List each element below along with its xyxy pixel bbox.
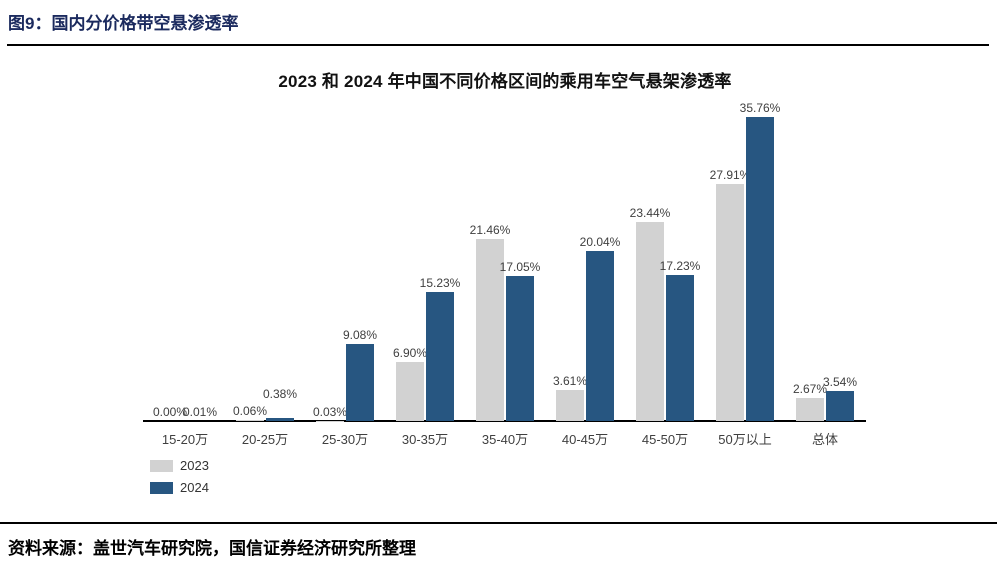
legend-item-2023: 2023 (150, 457, 209, 473)
legend-label: 2023 (180, 458, 209, 474)
source-note: 资料来源：盖世汽车研究院，国信证券经济研究所整理 (8, 539, 416, 558)
data-label: 9.08% (342, 327, 378, 342)
bar-2024 (266, 417, 294, 421)
data-label: 2.67% (792, 382, 828, 397)
bar-2023 (716, 183, 744, 421)
data-label: 0.01% (182, 404, 218, 419)
data-label: 0.00% (152, 405, 188, 419)
x-tick-label: 15-20万 (161, 432, 209, 447)
data-label: 17.05% (499, 260, 541, 275)
bar-2024 (426, 291, 454, 421)
x-axis-line (143, 420, 866, 422)
bar-2023 (556, 390, 584, 421)
data-label: 20.04% (579, 234, 621, 249)
x-tick-label: 25-30万 (321, 432, 369, 447)
header-divider (7, 44, 989, 46)
x-tick-label: 20-25万 (241, 432, 289, 447)
data-label: 21.46% (469, 222, 511, 237)
x-tick-label: 30-35万 (401, 432, 449, 447)
data-label: 17.23% (659, 258, 701, 273)
bar-2024 (506, 276, 534, 421)
data-label: 15.23% (419, 275, 461, 290)
legend-swatch-2024 (150, 481, 173, 494)
data-label: 35.76% (739, 101, 781, 116)
x-tick-label: 总体 (811, 432, 838, 447)
bar-2023 (236, 420, 264, 421)
data-label: 0.06% (232, 404, 268, 419)
data-label: 0.38% (262, 386, 298, 401)
chart-title: 2023 和 2024 年中国不同价格区间的乘用车空气悬架渗透率 (278, 72, 732, 91)
x-tick-label: 35-40万 (481, 432, 529, 447)
bar-2023 (796, 398, 824, 421)
bar-2024 (586, 250, 614, 421)
x-tick-label: 40-45万 (561, 432, 609, 447)
bar-2023 (396, 362, 424, 421)
data-label: 3.54% (822, 374, 858, 389)
footer-divider (0, 522, 997, 524)
x-tick-label: 50万以上 (718, 432, 772, 447)
data-label: 6.90% (392, 346, 428, 361)
bar-2024 (826, 390, 854, 421)
data-label: 27.91% (709, 167, 751, 182)
data-label: 3.61% (552, 374, 588, 389)
legend-item-2024: 2024 (150, 479, 209, 495)
data-label: 23.44% (629, 205, 671, 220)
bar-2023 (636, 221, 664, 421)
bar-chart: 2023 和 2024 年中国不同价格区间的乘用车空气悬架渗透率 15-20万 0… (143, 72, 866, 495)
bar-2024 (346, 343, 374, 421)
legend-label: 2024 (180, 480, 209, 496)
bar-2023 (476, 238, 504, 421)
bar-2024 (746, 117, 774, 421)
legend-swatch-2023 (150, 459, 173, 472)
x-tick-label: 45-50万 (641, 432, 689, 447)
data-label: 0.03% (312, 404, 348, 419)
bar-2024 (666, 274, 694, 421)
figure-caption: 图9：国内分价格带空悬渗透率 (8, 14, 239, 33)
